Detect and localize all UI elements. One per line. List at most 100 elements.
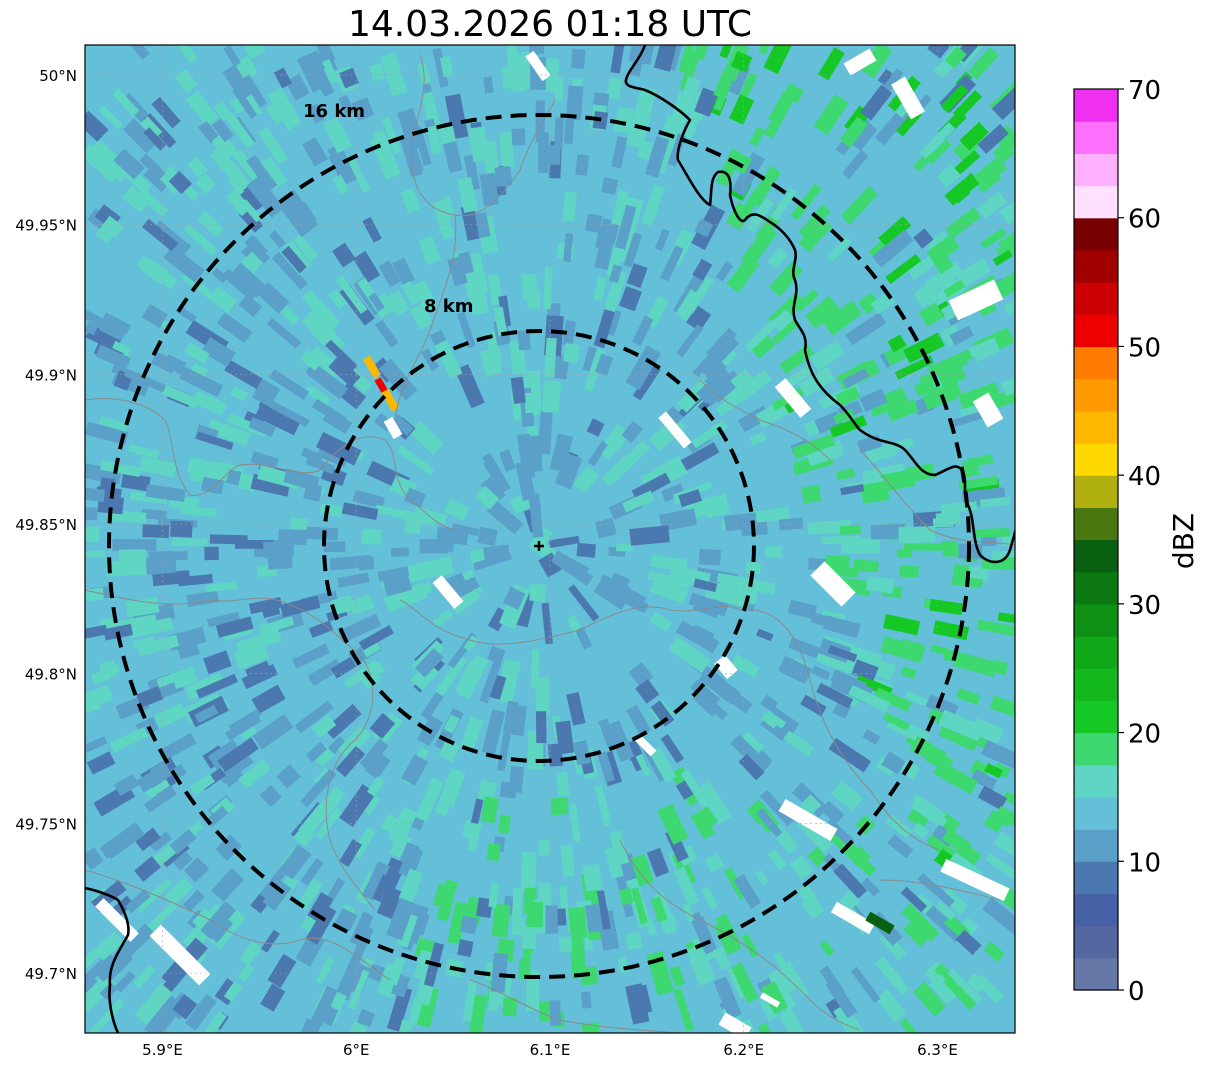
district-borders	[85, 54, 1015, 1033]
reflectivity-cell	[631, 887, 648, 925]
reflectivity-cell	[467, 821, 482, 852]
reflectivity-cell	[966, 566, 989, 581]
reflectivity-cell	[252, 382, 278, 408]
reflectivity-cell	[958, 475, 998, 490]
reflectivity-cell	[122, 185, 150, 213]
reflectivity-cell	[421, 348, 439, 371]
reflectivity-cell	[730, 654, 760, 678]
reflectivity-cell	[127, 617, 174, 639]
reflectivity-cell	[756, 628, 774, 642]
reflectivity-cell	[418, 235, 441, 266]
reflectivity-cell	[970, 337, 1001, 362]
reflectivity-cell	[606, 238, 627, 279]
reflectivity-cell	[929, 974, 959, 1005]
reflectivity-cell	[606, 77, 623, 100]
reflectivity-cell	[211, 132, 238, 160]
reflectivity-cell	[184, 342, 210, 364]
reflectivity-cell	[348, 1019, 369, 1033]
reflectivity-cell	[232, 148, 263, 184]
reflectivity-cell	[256, 156, 288, 191]
reflectivity-cell	[828, 737, 872, 773]
reflectivity-cell	[694, 87, 719, 117]
reflectivity-cell	[783, 729, 814, 757]
reflectivity-cell	[953, 150, 981, 176]
reflectivity-cell	[207, 739, 242, 770]
reflectivity-cell	[686, 946, 713, 986]
reflectivity-cell	[145, 484, 186, 502]
reflectivity-cell	[594, 784, 612, 827]
reflectivity-cell	[183, 223, 218, 257]
reflectivity-cell	[95, 223, 116, 244]
reflectivity-cell	[903, 921, 928, 947]
reflectivity-cell	[568, 584, 600, 622]
reflectivity-cell	[623, 232, 643, 268]
reflectivity-cell	[85, 847, 104, 870]
reflectivity-cell	[620, 440, 651, 470]
reflectivity-cell	[580, 991, 592, 1009]
no-echo-patch	[432, 575, 464, 609]
reflectivity-cell	[252, 713, 294, 750]
reflectivity-cell	[362, 216, 382, 243]
reflectivity-cell	[476, 897, 494, 919]
reflectivity-cell	[337, 613, 382, 644]
reflectivity-cell	[839, 116, 869, 148]
reflectivity-cell	[778, 1007, 809, 1033]
reflectivity-cell	[970, 769, 998, 791]
reflectivity-cell	[211, 118, 234, 143]
reflectivity-cell	[543, 144, 561, 165]
reflectivity-cell	[977, 785, 1008, 811]
reflectivity-cell	[407, 996, 424, 1026]
reflectivity-cell	[421, 91, 442, 132]
reflectivity-cell	[630, 853, 654, 887]
reflectivity-cell	[1001, 376, 1015, 396]
no-echo-patch	[383, 416, 403, 440]
reflectivity-cell	[684, 108, 702, 134]
reflectivity-cell	[745, 561, 762, 575]
reflectivity-cell	[968, 47, 999, 80]
map-frame	[84, 44, 1016, 1034]
reflectivity-cell	[137, 187, 169, 218]
reflectivity-cell	[186, 156, 208, 178]
reflectivity-cell	[635, 753, 652, 777]
reflectivity-cell	[618, 285, 642, 312]
reflectivity-cell	[490, 502, 518, 529]
reflectivity-cell	[85, 303, 105, 328]
reflectivity-cell	[310, 985, 339, 1027]
reflectivity-cell	[217, 753, 254, 784]
reflectivity-cell	[323, 541, 346, 553]
reflectivity-cell	[1003, 297, 1015, 316]
reflectivity-cell	[246, 154, 278, 192]
reflectivity-cell	[318, 1004, 339, 1027]
reflectivity-cell	[139, 456, 177, 478]
reflectivity-cell	[930, 644, 949, 656]
reflectivity-cell	[367, 776, 386, 797]
reflectivity-cell	[632, 364, 661, 401]
range-label-8km: 8 km	[424, 296, 474, 317]
reflectivity-cell	[109, 726, 149, 753]
reflectivity-cell	[696, 781, 733, 825]
reflectivity-cell	[398, 845, 424, 879]
reflectivity-cell	[653, 45, 679, 72]
reflectivity-cell	[273, 67, 293, 89]
reflectivity-cell	[860, 84, 893, 121]
reflectivity-cell	[493, 306, 508, 336]
reflectivity-cell	[831, 780, 864, 812]
reflectivity-cell	[143, 901, 178, 936]
reflectivity-cell	[593, 276, 608, 301]
reflectivity-cell	[941, 828, 972, 855]
reflectivity-cell	[498, 295, 512, 327]
reflectivity-cell	[315, 956, 335, 985]
reflectivity-cell	[137, 634, 180, 657]
reflectivity-cell	[575, 154, 590, 176]
reflectivity-cell	[758, 45, 773, 55]
reflectivity-cell	[518, 958, 531, 980]
reflectivity-cell	[479, 172, 500, 207]
reflectivity-cell	[724, 512, 758, 532]
reflectivity-cell	[190, 362, 209, 378]
reflectivity-cell	[624, 931, 644, 951]
reflectivity-cell	[338, 67, 359, 89]
intense-echo	[865, 911, 895, 935]
reflectivity-cell	[952, 90, 983, 120]
reflectivity-cell	[960, 917, 980, 936]
